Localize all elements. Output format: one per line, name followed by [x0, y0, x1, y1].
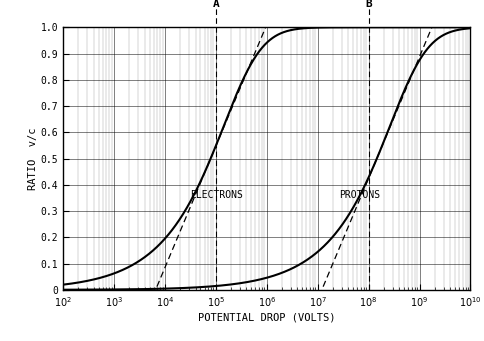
- X-axis label: POTENTIAL DROP (VOLTS): POTENTIAL DROP (VOLTS): [197, 313, 335, 323]
- Text: A: A: [212, 0, 219, 9]
- Text: PROTONS: PROTONS: [338, 190, 379, 200]
- Y-axis label: RATIO  v/c: RATIO v/c: [28, 127, 38, 190]
- Text: ELECTRONS: ELECTRONS: [190, 190, 243, 200]
- Text: B: B: [364, 0, 371, 9]
